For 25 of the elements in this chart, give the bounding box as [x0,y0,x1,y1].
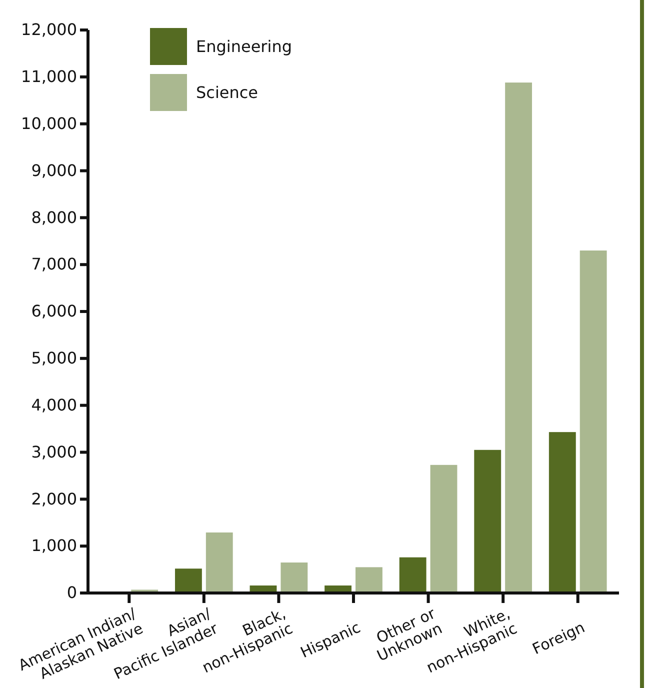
y-tick-label: 10,000 [21,114,77,133]
y-tick-label: 8,000 [31,208,77,227]
y-tick-label: 2,000 [31,489,77,508]
y-tick-label: 3,000 [31,442,77,462]
y-tick-label: 6,000 [31,302,77,321]
bar [399,557,426,593]
bar [548,432,576,593]
y-tick-label: 12,000 [21,20,77,40]
y-tick-label: 11,000 [21,67,77,86]
y-tick-label: 5,000 [31,348,77,368]
bar [175,568,202,593]
y-tick-label: 1,000 [31,536,77,556]
y-tick-label: 4,000 [31,395,77,414]
bar [474,450,502,593]
bar [206,532,233,593]
bar [356,567,382,593]
y-tick-label: 9,000 [31,160,77,180]
bar [505,82,532,593]
bar [430,464,458,593]
legend-label: Science [196,83,258,102]
bar [580,250,607,593]
legend-label: Engineering [196,37,292,56]
y-tick-label: 0 [66,583,77,602]
y-tick-label: 7,000 [31,254,77,274]
bar [280,562,308,593]
